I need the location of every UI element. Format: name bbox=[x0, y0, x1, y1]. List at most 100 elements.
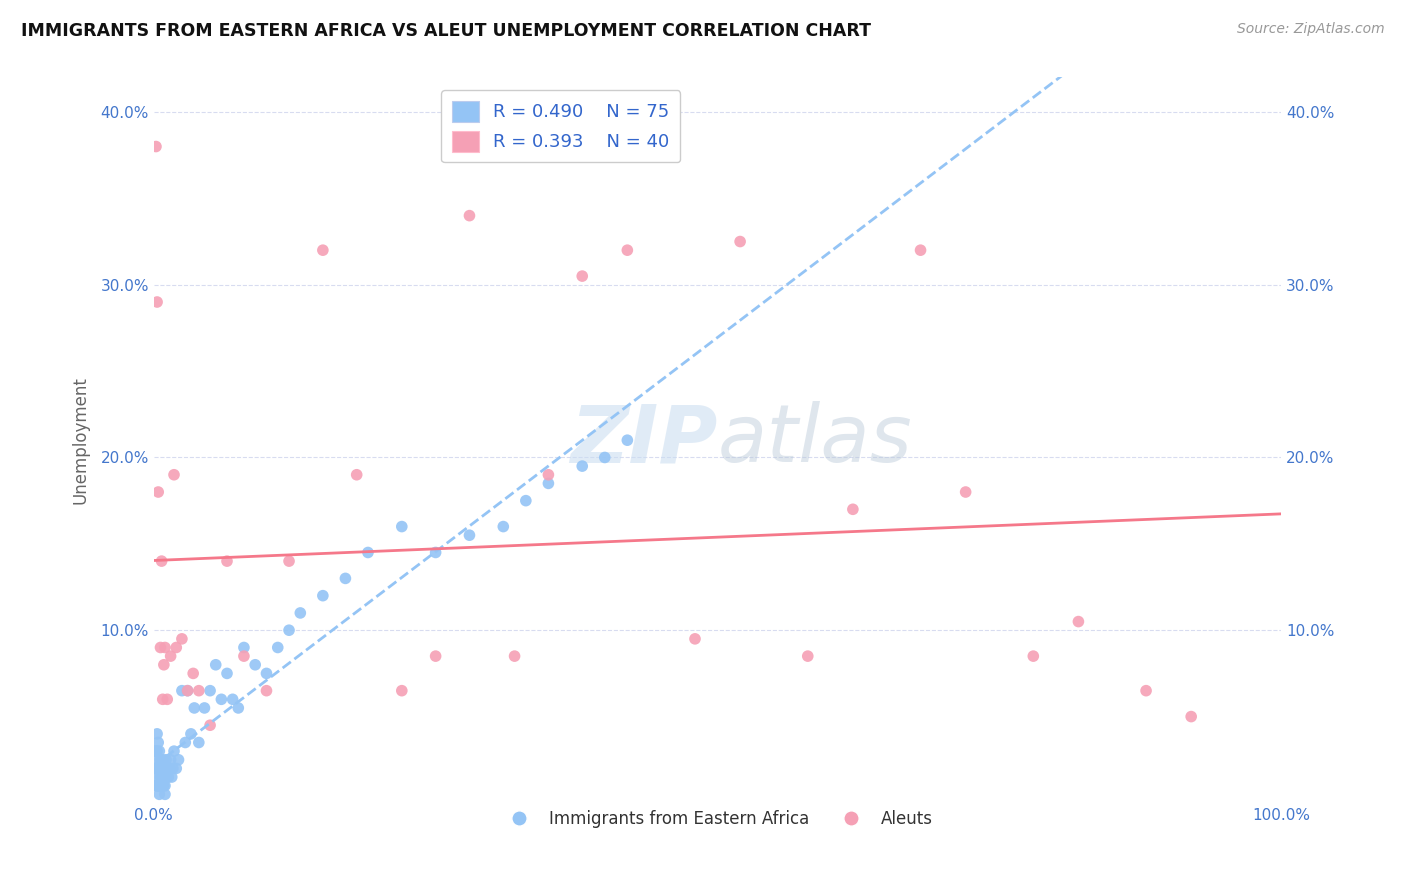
Point bbox=[145, 779, 167, 793]
Text: IMMIGRANTS FROM EASTERN AFRICA VS ALEUT UNEMPLOYMENT CORRELATION CHART: IMMIGRANTS FROM EASTERN AFRICA VS ALEUT … bbox=[21, 22, 872, 40]
Point bbox=[187, 735, 209, 749]
Point bbox=[148, 779, 170, 793]
Point bbox=[148, 787, 170, 801]
Point bbox=[163, 744, 186, 758]
Point bbox=[335, 571, 357, 585]
Point bbox=[149, 770, 172, 784]
Point bbox=[312, 589, 335, 603]
Point bbox=[910, 243, 932, 257]
Point bbox=[492, 519, 515, 533]
Point bbox=[183, 701, 205, 715]
Point bbox=[458, 209, 481, 223]
Point bbox=[148, 753, 170, 767]
Point bbox=[312, 243, 335, 257]
Point bbox=[193, 701, 215, 715]
Point bbox=[176, 683, 198, 698]
Point bbox=[148, 761, 170, 775]
Point bbox=[150, 761, 173, 775]
Point bbox=[152, 753, 174, 767]
Point bbox=[153, 779, 176, 793]
Point bbox=[152, 692, 174, 706]
Point bbox=[149, 753, 172, 767]
Point bbox=[537, 476, 560, 491]
Point bbox=[187, 683, 209, 698]
Point bbox=[159, 761, 181, 775]
Point bbox=[148, 761, 170, 775]
Point bbox=[226, 701, 249, 715]
Point bbox=[232, 640, 254, 655]
Point bbox=[148, 779, 170, 793]
Point bbox=[162, 761, 184, 775]
Point bbox=[616, 243, 638, 257]
Point bbox=[153, 779, 176, 793]
Point bbox=[346, 467, 368, 482]
Point bbox=[150, 554, 173, 568]
Point bbox=[1067, 615, 1090, 629]
Point bbox=[170, 632, 193, 646]
Point bbox=[215, 554, 238, 568]
Point bbox=[152, 779, 174, 793]
Point bbox=[391, 683, 413, 698]
Text: Source: ZipAtlas.com: Source: ZipAtlas.com bbox=[1237, 22, 1385, 37]
Point bbox=[728, 235, 751, 249]
Point bbox=[571, 269, 593, 284]
Point bbox=[153, 657, 176, 672]
Point bbox=[198, 718, 221, 732]
Point bbox=[153, 761, 176, 775]
Point bbox=[155, 753, 177, 767]
Text: atlas: atlas bbox=[717, 401, 912, 479]
Point bbox=[181, 666, 204, 681]
Point bbox=[148, 744, 170, 758]
Point bbox=[145, 139, 167, 153]
Y-axis label: Unemployment: Unemployment bbox=[72, 376, 89, 504]
Point bbox=[357, 545, 380, 559]
Point bbox=[156, 692, 179, 706]
Point bbox=[616, 433, 638, 447]
Point bbox=[683, 632, 706, 646]
Point bbox=[221, 692, 243, 706]
Point bbox=[167, 753, 190, 767]
Point bbox=[1022, 649, 1045, 664]
Point bbox=[176, 683, 198, 698]
Point bbox=[145, 761, 167, 775]
Point bbox=[245, 657, 267, 672]
Point bbox=[153, 640, 176, 655]
Point bbox=[174, 735, 197, 749]
Point bbox=[153, 761, 176, 775]
Point bbox=[165, 761, 187, 775]
Point bbox=[160, 770, 183, 784]
Point bbox=[143, 761, 166, 775]
Point bbox=[146, 744, 169, 758]
Point bbox=[146, 761, 169, 775]
Point bbox=[503, 649, 526, 664]
Point bbox=[842, 502, 865, 516]
Point bbox=[204, 657, 226, 672]
Point bbox=[797, 649, 820, 664]
Point bbox=[143, 779, 166, 793]
Point bbox=[180, 727, 202, 741]
Point bbox=[146, 295, 169, 310]
Point bbox=[149, 779, 172, 793]
Point bbox=[157, 770, 180, 784]
Point bbox=[955, 485, 977, 500]
Point bbox=[149, 640, 172, 655]
Point bbox=[537, 467, 560, 482]
Point bbox=[146, 779, 169, 793]
Point bbox=[148, 485, 170, 500]
Point bbox=[278, 624, 301, 638]
Point bbox=[1135, 683, 1157, 698]
Point bbox=[155, 770, 177, 784]
Point bbox=[458, 528, 481, 542]
Point bbox=[163, 467, 186, 482]
Point bbox=[256, 683, 278, 698]
Point bbox=[156, 761, 179, 775]
Point bbox=[146, 727, 169, 741]
Point bbox=[215, 666, 238, 681]
Point bbox=[165, 640, 187, 655]
Point bbox=[150, 770, 173, 784]
Point bbox=[425, 545, 447, 559]
Point bbox=[159, 753, 181, 767]
Point bbox=[198, 683, 221, 698]
Point bbox=[232, 649, 254, 664]
Point bbox=[391, 519, 413, 533]
